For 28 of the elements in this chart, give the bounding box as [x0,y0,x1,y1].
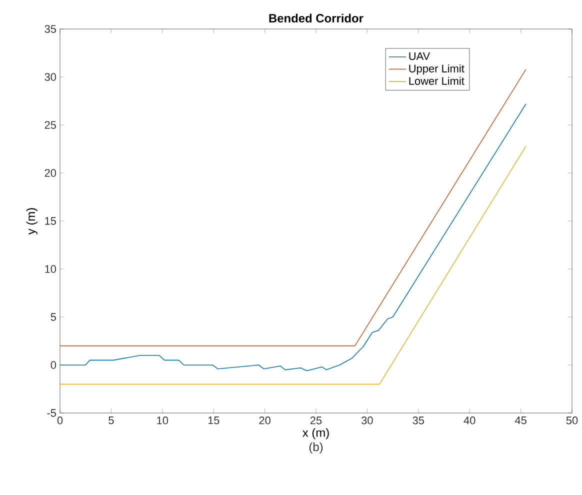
text: (b) [309,442,323,454]
x-tick-label: 25 [310,416,322,424]
x-tick-label: 40 [464,416,476,424]
y-tick-label: 5 [50,313,56,321]
legend-label: Lower Limit [409,76,464,85]
x-tick-label: 30 [362,416,373,424]
legend-label: UAV [409,52,430,60]
x-axis-title: x (m) [302,428,329,440]
x-tick-label: 35 [412,416,424,424]
y-tick-label: 35 [44,25,56,33]
x-tick-label: 5 [108,416,114,424]
x-tick-label: 10 [157,416,168,424]
chart-title: Bended Corridor [269,14,364,22]
y-tick-label: 10 [45,265,56,273]
y-tick-label: 15 [45,217,56,225]
line-series [60,103,526,372]
x-tick-label: 15 [208,416,220,424]
y-tick-label: 20 [44,169,56,177]
y-tick-label: -5 [47,409,56,417]
x-tick-label: 20 [259,416,270,424]
legend-label: Upper Limit [409,64,464,75]
y-tick-label: 0 [50,361,56,369]
x-tick-label: 45 [514,416,526,424]
x-tick-label: 0 [57,416,63,424]
y-axis-title: y (m) [26,208,38,235]
y-tick-label: 25 [44,121,56,129]
y-tick-label: 30 [44,73,56,81]
x-tick-label: 50 [566,416,578,424]
